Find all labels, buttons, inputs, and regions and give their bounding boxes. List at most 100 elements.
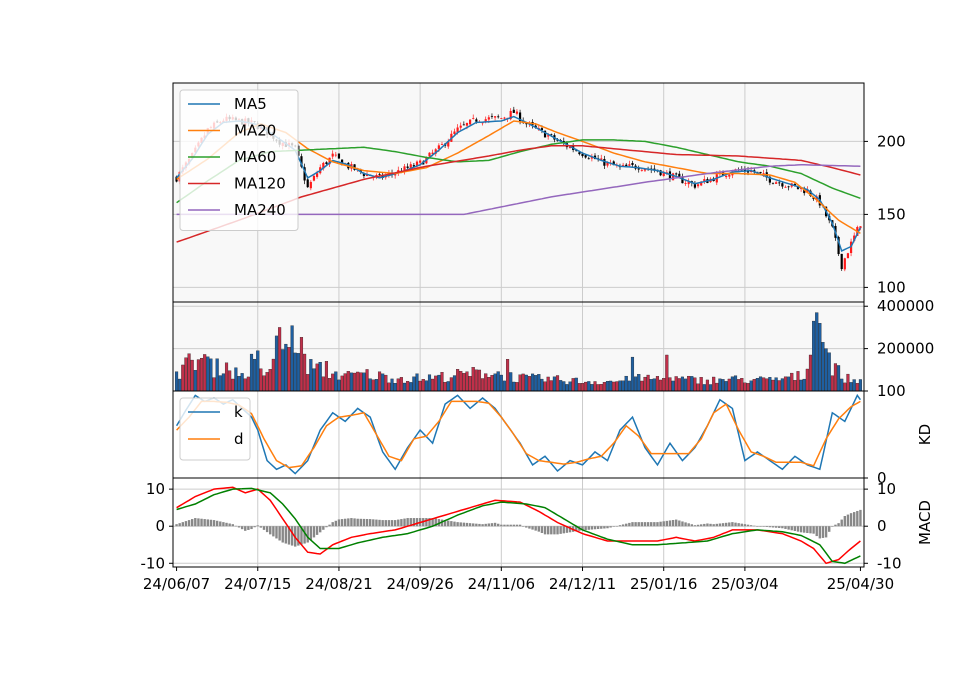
x-tick-label: 25/03/04 <box>711 575 778 593</box>
y-tick-label: 400000 <box>877 297 934 315</box>
volume-bar <box>334 371 338 391</box>
macd-hist-bar <box>337 519 341 527</box>
volume-bar <box>574 377 578 391</box>
candle-body <box>590 156 593 159</box>
macd-hist-bar <box>684 522 687 527</box>
volume-bar <box>568 381 572 391</box>
volume-bar <box>612 381 616 391</box>
candle-body <box>440 144 444 145</box>
legend-label: MA120 <box>234 175 286 193</box>
candle-body <box>703 179 706 183</box>
macd-hist-bar <box>828 526 831 532</box>
macd-hist-bar <box>259 526 263 528</box>
candle-body <box>643 169 647 171</box>
candle-body <box>493 116 497 118</box>
macd-hist-bar <box>306 526 309 543</box>
volume-bar <box>215 358 219 391</box>
volume-bar <box>652 378 656 391</box>
macd-hist-bar <box>859 509 862 527</box>
x-tick-label: 24/12/11 <box>549 575 616 593</box>
volume-bar <box>228 370 232 391</box>
volume-bar <box>840 378 844 391</box>
volume-bar <box>246 376 250 391</box>
macd-hist-bar <box>322 526 325 530</box>
volume-bar <box>783 376 788 391</box>
macd-hist-bar <box>787 526 790 530</box>
volume-bar <box>321 376 325 391</box>
macd-hist-bar <box>347 518 350 527</box>
volume-bar <box>699 377 703 391</box>
volume-bar <box>621 380 625 391</box>
volume-bar <box>599 384 603 391</box>
macd-hist-bar <box>681 521 684 527</box>
macd-hist-bar <box>737 523 740 527</box>
candle-body <box>465 123 469 126</box>
volume-bar <box>402 382 407 391</box>
volume-bar <box>590 384 594 391</box>
macd-hist-bar <box>200 518 203 527</box>
macd-hist-bar <box>493 522 497 527</box>
macd-hist-bar <box>362 518 366 527</box>
volume-bar <box>677 378 681 391</box>
volume-bar <box>312 368 316 391</box>
macd-hist-bar <box>615 525 619 527</box>
macd-hist-bar <box>712 524 715 527</box>
candle-body <box>409 164 412 169</box>
volume-bar <box>518 374 522 391</box>
volume-bar <box>181 364 185 391</box>
volume-bar <box>758 376 763 391</box>
macd-hist-bar <box>640 522 644 527</box>
volume-bar <box>855 383 859 391</box>
volume-bar <box>374 379 378 391</box>
macd-hist-bar <box>184 521 188 527</box>
volume-bar <box>274 335 279 391</box>
macd-hist-bar <box>300 526 303 545</box>
candle-body <box>578 152 581 155</box>
candle-body <box>678 173 681 177</box>
volume-bar <box>802 378 806 391</box>
volume-bar <box>715 382 719 391</box>
volume-bar <box>299 337 304 391</box>
volume-bar <box>805 368 809 391</box>
candle-body <box>362 173 366 176</box>
macd-hist-bar <box>609 526 612 528</box>
macd-histogram <box>175 509 862 547</box>
volume-bar <box>474 369 478 391</box>
candle-body <box>693 183 697 188</box>
macd-hist-bar <box>353 518 356 527</box>
volume-bar <box>727 378 731 391</box>
macd-hist-bar <box>634 522 637 527</box>
volume-bar <box>571 378 575 391</box>
candle-body <box>662 171 665 177</box>
macd-hist-bar <box>637 522 640 527</box>
macd-hist-bar <box>472 523 475 527</box>
volume-bar <box>643 376 647 391</box>
candle-body <box>437 145 440 150</box>
volume-bar <box>634 376 638 391</box>
macd-hist-bar <box>603 526 606 529</box>
candle-body <box>303 167 306 181</box>
volume-bar <box>196 359 200 391</box>
candle-body <box>378 174 381 175</box>
macd-hist-bar <box>703 523 706 527</box>
macd-hist-bar <box>687 523 690 527</box>
volume-bar <box>365 369 369 391</box>
macd-hist-bar <box>415 518 419 527</box>
volume-bar <box>406 381 410 391</box>
macd-hist-bar <box>778 526 781 528</box>
macd-hist-bar <box>456 522 459 527</box>
candle-body <box>796 186 800 189</box>
volume-bar <box>740 378 744 391</box>
macd-hist-bar <box>187 520 191 527</box>
volume-bar <box>618 380 622 391</box>
macd-hist-bar <box>587 526 590 530</box>
volume-bar <box>456 369 460 391</box>
plot-macd <box>175 486 862 565</box>
volume-bar <box>318 362 322 391</box>
macd-hist-bar <box>593 526 597 530</box>
macd-hist-bar <box>653 522 656 527</box>
volume-bar <box>434 375 438 391</box>
macd-hist-bar <box>709 523 712 527</box>
chart-panels: 100150200MA5MA20MA60MA120MA2402000004000… <box>141 82 934 572</box>
volume-bar <box>446 381 450 391</box>
